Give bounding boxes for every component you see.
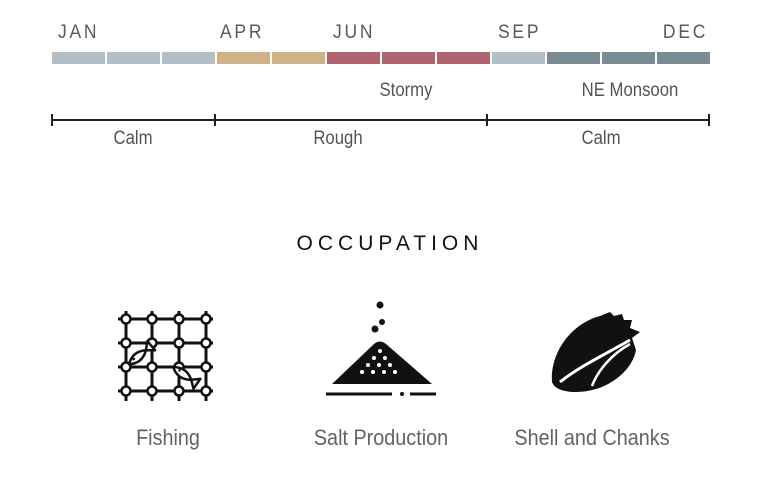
month-segment [107, 52, 160, 64]
weather-label-ne-monsoon: NE Monsoon [581, 80, 679, 101]
occupation-label-salt-production: Salt Production [313, 425, 449, 450]
month-label-apr: APR [220, 22, 265, 43]
month-segment [272, 52, 325, 64]
month-segment [657, 52, 710, 64]
month-segment [327, 52, 380, 64]
sea-condition-axis [51, 114, 710, 126]
month-segment [52, 52, 105, 64]
occupation-title: OCCUPATION [296, 232, 484, 255]
conch-shell-icon [551, 312, 640, 392]
month-segment [437, 52, 490, 64]
month-segment [492, 52, 545, 64]
month-segment [602, 52, 655, 64]
month-segment [217, 52, 270, 64]
month-label-jun: JUN [333, 22, 376, 43]
sea-label-calm-early: Calm [113, 128, 153, 149]
weather-label-stormy: Stormy [379, 80, 433, 101]
month-segment [382, 52, 435, 64]
month-label-sep: SEP [498, 22, 542, 43]
occupation-label-fishing: Fishing [136, 425, 200, 450]
month-label-dec: DEC [662, 22, 708, 43]
month-segment [162, 52, 215, 64]
salt-pile-icon [326, 301, 436, 396]
occupation-label-shell-and-chanks: Shell and Chanks [514, 425, 670, 450]
monthly-season-bar [52, 52, 710, 64]
fishing-net-icon [118, 311, 213, 401]
month-segment [547, 52, 600, 64]
month-label-jan: JAN [58, 22, 100, 43]
sea-label-calm-late: Calm [581, 128, 621, 149]
sea-label-rough: Rough [313, 128, 363, 149]
